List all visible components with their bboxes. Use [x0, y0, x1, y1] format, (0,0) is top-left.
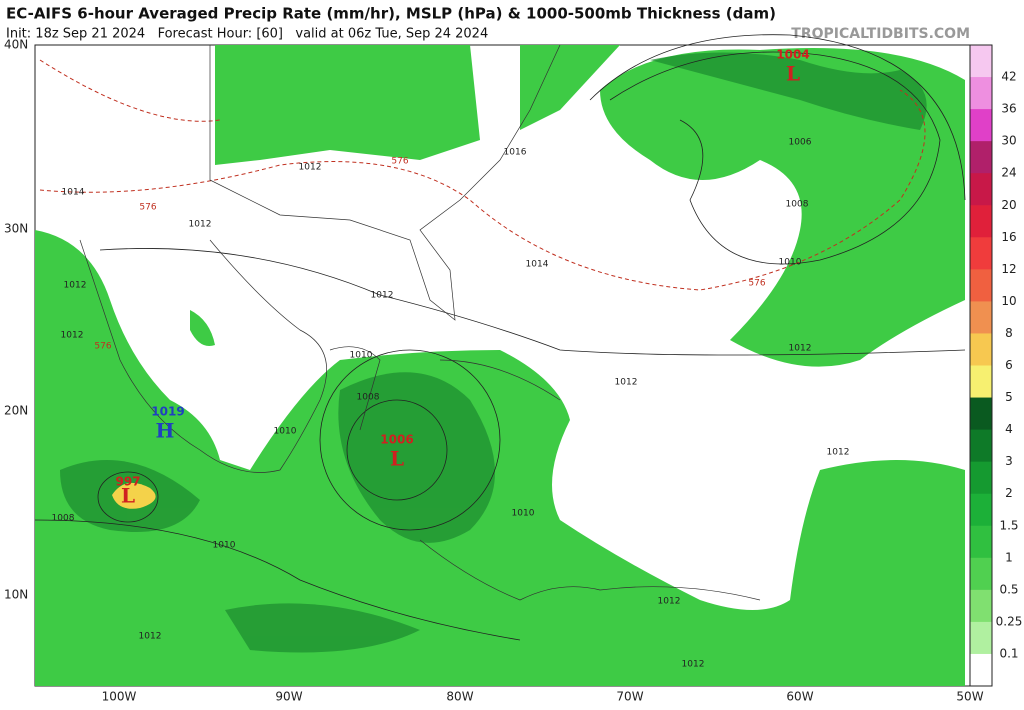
isobar-label: 1012 — [299, 163, 322, 173]
isobar-label: 1006 — [789, 138, 812, 148]
colorbar-swatch — [970, 397, 992, 431]
isobar-label: 1010 — [350, 351, 373, 361]
colorbar-label: 12 — [1001, 262, 1016, 276]
isobar-label: 1012 — [139, 632, 162, 642]
lat-label: 20N — [4, 404, 28, 418]
isobar-label: 1008 — [357, 393, 380, 403]
isobar-label: 1012 — [189, 220, 212, 230]
lon-label: 70W — [616, 690, 643, 704]
lon-label: 100W — [102, 690, 137, 704]
lon-label: 80W — [446, 690, 473, 704]
lon-label: 60W — [786, 690, 813, 704]
colorbar-label: 24 — [1001, 166, 1016, 180]
center-letter: L — [390, 447, 404, 471]
colorbar-swatch — [970, 205, 992, 238]
title: EC-AIFS 6-hour Averaged Precip Rate (mm/… — [6, 5, 776, 23]
colorbar-label: 3 — [1005, 454, 1013, 468]
isobar-label: 1008 — [786, 200, 809, 210]
colorbar-label: 16 — [1001, 230, 1016, 244]
isobar-label: 1010 — [213, 541, 236, 551]
center-letter: L — [121, 484, 135, 508]
colorbar-swatch — [970, 653, 992, 687]
colorbar-label: 10 — [1001, 294, 1016, 308]
precip-core — [60, 52, 927, 653]
isobar-label: 1012 — [682, 660, 705, 670]
colorbar-swatch — [970, 301, 992, 334]
isobar-label: 1012 — [658, 597, 681, 607]
colorbar-swatch — [970, 77, 992, 110]
isobar-label: 1014 — [62, 188, 85, 198]
colorbar-swatch — [970, 365, 992, 399]
colorbar-label: 4 — [1005, 422, 1013, 436]
colorbar-label: 1.5 — [999, 518, 1018, 532]
colorbar-label: 2 — [1005, 486, 1013, 500]
thickness-label: 576 — [139, 203, 156, 213]
lat-label: 10N — [4, 588, 28, 602]
subtitle: Init: 18z Sep 21 2024 Forecast Hour: [60… — [6, 27, 488, 42]
colorbar-swatch — [970, 45, 992, 78]
isobar-label: 1010 — [779, 258, 802, 268]
colorbar-swatch — [970, 621, 992, 655]
colorbar: 42 36 30 24 20 16 12 10 8 6 5 4 3 2 1.5 1 0.5 0.25 0.1 — [969, 44, 1023, 687]
colorbar-label: 42 — [1001, 70, 1016, 84]
colorbar-label: 1 — [1005, 550, 1013, 564]
colorbar-swatch — [970, 173, 992, 206]
thickness — [39, 59, 926, 291]
lat-label: 30N — [4, 222, 28, 236]
isobar-label: 1016 — [504, 148, 527, 158]
thickness-label: 576 — [94, 342, 111, 352]
colorbar-swatch — [970, 429, 992, 463]
colorbar-label: 8 — [1005, 326, 1013, 340]
isobar-label: 1008 — [52, 514, 75, 524]
isobar-label: 1012 — [371, 291, 394, 301]
colorbar-label: 0.1 — [999, 646, 1018, 660]
map — [34, 34, 971, 687]
isobar-label: 1012 — [61, 331, 84, 341]
colorbar-label: 0.5 — [999, 582, 1018, 596]
center-value: 997 — [115, 475, 140, 489]
colorbar-swatch — [970, 461, 992, 495]
colorbar-label: 30 — [1001, 134, 1016, 148]
isobar-label: 1010 — [274, 427, 297, 437]
colorbar-label: 0.25 — [996, 614, 1023, 628]
center-value: 1019 — [151, 405, 184, 419]
thickness-label: 576 — [748, 279, 765, 289]
lon-label: 50W — [956, 690, 983, 704]
colorbar-swatch — [970, 141, 992, 174]
isobars — [34, 34, 966, 641]
lat-label: 40N — [4, 38, 28, 52]
colorbar-swatch — [970, 525, 992, 559]
colorbar-swatch — [970, 333, 992, 366]
colorbar-label: 20 — [1001, 198, 1016, 212]
precip-max — [112, 482, 156, 509]
isobar-label: 1014 — [526, 260, 549, 270]
colorbar-label: 36 — [1001, 102, 1016, 116]
center-letter: L — [786, 62, 800, 86]
colorbar-swatch — [970, 493, 992, 527]
isobar-label: 1012 — [827, 448, 850, 458]
isobar-label: 1012 — [789, 344, 812, 354]
isobar-label: 1012 — [64, 281, 87, 291]
watermark: TROPICALTIDBITS.COM — [791, 26, 970, 42]
thickness-label: 576 — [391, 157, 408, 167]
center-letter: H — [156, 419, 175, 443]
colorbar-swatch — [970, 269, 992, 302]
lon-label: 90W — [275, 690, 302, 704]
colorbar-frame — [969, 44, 993, 687]
colorbar-label: 5 — [1005, 390, 1013, 404]
colorbar-swatch — [970, 589, 992, 623]
colorbar-label: 6 — [1005, 358, 1013, 372]
isobar-label: 1010 — [512, 509, 535, 519]
colorbar-swatch — [970, 557, 992, 591]
colorbar-swatch — [970, 109, 992, 142]
coastline — [79, 44, 761, 601]
center-value: 1006 — [380, 433, 413, 447]
isobar-label: 1012 — [615, 378, 638, 388]
colorbar-swatch — [970, 237, 992, 270]
center-value: 1004 — [776, 48, 809, 62]
